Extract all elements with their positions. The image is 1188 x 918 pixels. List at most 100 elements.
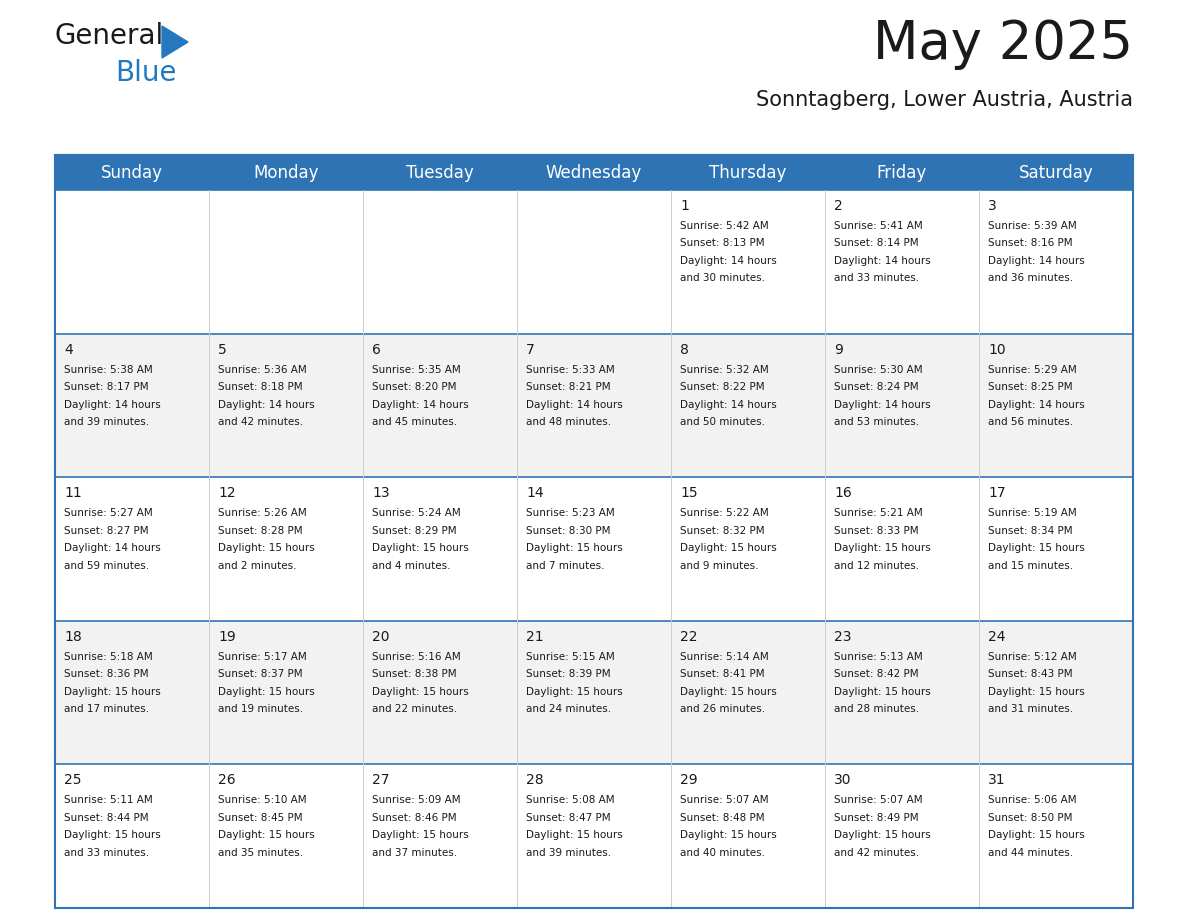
Text: 18: 18: [64, 630, 82, 644]
Text: Sunset: 8:30 PM: Sunset: 8:30 PM: [526, 526, 611, 536]
Text: Sunset: 8:44 PM: Sunset: 8:44 PM: [64, 813, 148, 823]
Text: 23: 23: [834, 630, 852, 644]
Text: and 4 minutes.: and 4 minutes.: [372, 561, 450, 571]
Text: Sunset: 8:18 PM: Sunset: 8:18 PM: [219, 382, 303, 392]
Text: and 45 minutes.: and 45 minutes.: [372, 417, 457, 427]
Text: 5: 5: [219, 342, 227, 356]
Text: Daylight: 15 hours: Daylight: 15 hours: [680, 543, 777, 554]
Text: Daylight: 15 hours: Daylight: 15 hours: [988, 831, 1085, 840]
Text: Blue: Blue: [115, 59, 177, 87]
Text: Daylight: 15 hours: Daylight: 15 hours: [526, 831, 623, 840]
Text: Sunday: Sunday: [101, 163, 163, 182]
Text: Friday: Friday: [877, 163, 927, 182]
Bar: [55, 621, 1133, 765]
Bar: [55, 333, 1133, 477]
Text: Sunrise: 5:19 AM: Sunrise: 5:19 AM: [988, 509, 1076, 518]
Text: Daylight: 14 hours: Daylight: 14 hours: [64, 399, 160, 409]
Text: Monday: Monday: [253, 163, 318, 182]
Text: Daylight: 15 hours: Daylight: 15 hours: [680, 831, 777, 840]
Text: Sunrise: 5:36 AM: Sunrise: 5:36 AM: [219, 364, 307, 375]
Text: Daylight: 15 hours: Daylight: 15 hours: [526, 687, 623, 697]
Text: and 35 minutes.: and 35 minutes.: [219, 848, 303, 858]
Text: Sunrise: 5:32 AM: Sunrise: 5:32 AM: [680, 364, 769, 375]
Text: and 33 minutes.: and 33 minutes.: [64, 848, 150, 858]
Text: Sunset: 8:28 PM: Sunset: 8:28 PM: [219, 526, 303, 536]
Text: and 42 minutes.: and 42 minutes.: [219, 417, 303, 427]
Text: and 50 minutes.: and 50 minutes.: [680, 417, 765, 427]
Text: 29: 29: [680, 773, 697, 788]
Text: Sunset: 8:46 PM: Sunset: 8:46 PM: [372, 813, 456, 823]
Text: Sunset: 8:37 PM: Sunset: 8:37 PM: [219, 669, 303, 679]
Text: Sunset: 8:33 PM: Sunset: 8:33 PM: [834, 526, 918, 536]
Text: Sunset: 8:36 PM: Sunset: 8:36 PM: [64, 669, 148, 679]
Text: 19: 19: [219, 630, 235, 644]
Text: Daylight: 14 hours: Daylight: 14 hours: [372, 399, 469, 409]
Text: Daylight: 15 hours: Daylight: 15 hours: [372, 687, 469, 697]
Text: Daylight: 15 hours: Daylight: 15 hours: [680, 687, 777, 697]
Text: and 26 minutes.: and 26 minutes.: [680, 704, 765, 714]
Text: 26: 26: [219, 773, 235, 788]
Text: Daylight: 14 hours: Daylight: 14 hours: [834, 256, 930, 266]
Text: and 17 minutes.: and 17 minutes.: [64, 704, 150, 714]
Text: Sunrise: 5:41 AM: Sunrise: 5:41 AM: [834, 221, 923, 231]
Text: and 56 minutes.: and 56 minutes.: [988, 417, 1073, 427]
Text: Sunrise: 5:12 AM: Sunrise: 5:12 AM: [988, 652, 1076, 662]
Text: and 30 minutes.: and 30 minutes.: [680, 274, 765, 284]
Text: Daylight: 15 hours: Daylight: 15 hours: [372, 831, 469, 840]
Text: and 31 minutes.: and 31 minutes.: [988, 704, 1073, 714]
Text: Daylight: 15 hours: Daylight: 15 hours: [219, 543, 315, 554]
Text: and 44 minutes.: and 44 minutes.: [988, 848, 1073, 858]
Text: Sunrise: 5:06 AM: Sunrise: 5:06 AM: [988, 795, 1076, 805]
Text: Sunrise: 5:15 AM: Sunrise: 5:15 AM: [526, 652, 614, 662]
Text: Sunset: 8:17 PM: Sunset: 8:17 PM: [64, 382, 148, 392]
Text: Sunset: 8:22 PM: Sunset: 8:22 PM: [680, 382, 765, 392]
Text: Sunset: 8:39 PM: Sunset: 8:39 PM: [526, 669, 611, 679]
Text: Daylight: 15 hours: Daylight: 15 hours: [219, 687, 315, 697]
Text: Sunset: 8:13 PM: Sunset: 8:13 PM: [680, 239, 765, 249]
Text: Sunset: 8:49 PM: Sunset: 8:49 PM: [834, 813, 918, 823]
Text: Tuesday: Tuesday: [406, 163, 474, 182]
Text: Sunrise: 5:38 AM: Sunrise: 5:38 AM: [64, 364, 153, 375]
Text: Sunset: 8:48 PM: Sunset: 8:48 PM: [680, 813, 765, 823]
Text: Sunrise: 5:07 AM: Sunrise: 5:07 AM: [834, 795, 923, 805]
Text: 13: 13: [372, 487, 390, 500]
Text: Sunset: 8:32 PM: Sunset: 8:32 PM: [680, 526, 765, 536]
Text: and 59 minutes.: and 59 minutes.: [64, 561, 150, 571]
Text: Daylight: 14 hours: Daylight: 14 hours: [680, 256, 777, 266]
Text: Sunrise: 5:13 AM: Sunrise: 5:13 AM: [834, 652, 923, 662]
Text: Daylight: 14 hours: Daylight: 14 hours: [988, 256, 1085, 266]
Text: 11: 11: [64, 487, 82, 500]
Text: 24: 24: [988, 630, 1005, 644]
Text: Daylight: 14 hours: Daylight: 14 hours: [64, 543, 160, 554]
Text: Daylight: 14 hours: Daylight: 14 hours: [219, 399, 315, 409]
Text: and 19 minutes.: and 19 minutes.: [219, 704, 303, 714]
Text: and 42 minutes.: and 42 minutes.: [834, 848, 920, 858]
Text: Daylight: 15 hours: Daylight: 15 hours: [988, 687, 1085, 697]
Text: Sunrise: 5:10 AM: Sunrise: 5:10 AM: [219, 795, 307, 805]
Text: Sunrise: 5:24 AM: Sunrise: 5:24 AM: [372, 509, 461, 518]
Text: 4: 4: [64, 342, 72, 356]
Text: Daylight: 15 hours: Daylight: 15 hours: [526, 543, 623, 554]
Text: Sunset: 8:41 PM: Sunset: 8:41 PM: [680, 669, 765, 679]
Text: and 39 minutes.: and 39 minutes.: [64, 417, 150, 427]
Text: Sunrise: 5:39 AM: Sunrise: 5:39 AM: [988, 221, 1076, 231]
Text: Sunrise: 5:23 AM: Sunrise: 5:23 AM: [526, 509, 614, 518]
Text: General: General: [55, 22, 164, 50]
Text: Saturday: Saturday: [1018, 163, 1093, 182]
Text: 10: 10: [988, 342, 1005, 356]
Text: 8: 8: [680, 342, 689, 356]
Text: Sunrise: 5:16 AM: Sunrise: 5:16 AM: [372, 652, 461, 662]
Text: 12: 12: [219, 487, 235, 500]
Text: 15: 15: [680, 487, 697, 500]
Text: Sunrise: 5:22 AM: Sunrise: 5:22 AM: [680, 509, 769, 518]
Text: and 53 minutes.: and 53 minutes.: [834, 417, 920, 427]
Text: Sunset: 8:29 PM: Sunset: 8:29 PM: [372, 526, 456, 536]
Text: Wednesday: Wednesday: [545, 163, 643, 182]
Text: and 7 minutes.: and 7 minutes.: [526, 561, 605, 571]
Text: Sunrise: 5:11 AM: Sunrise: 5:11 AM: [64, 795, 153, 805]
Text: 3: 3: [988, 199, 997, 213]
Text: Daylight: 14 hours: Daylight: 14 hours: [680, 399, 777, 409]
Text: Sonntagberg, Lower Austria, Austria: Sonntagberg, Lower Austria, Austria: [756, 90, 1133, 110]
Text: Sunset: 8:47 PM: Sunset: 8:47 PM: [526, 813, 611, 823]
Bar: [55, 155, 1133, 190]
